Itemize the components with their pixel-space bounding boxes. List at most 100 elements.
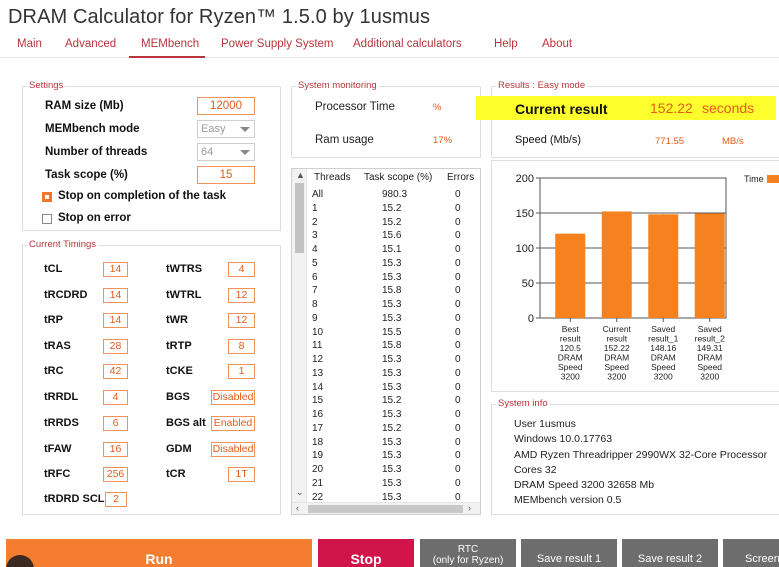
table-row[interactable]: 21 15.3 0 — [308, 478, 480, 492]
rtc-button[interactable]: RTC (only for Ryzen) — [420, 539, 516, 567]
tab-bar: Main Advanced MEMbench Power Supply Syst… — [0, 36, 779, 58]
task-scope-cell: 15.3 — [382, 436, 402, 448]
table-row[interactable]: All 980.3 0 — [308, 189, 480, 203]
save-result-2-button[interactable]: Save result 2 — [622, 539, 718, 567]
timing-value-field[interactable]: Disabled — [211, 390, 255, 405]
chart-legend-swatch — [767, 175, 779, 183]
table-row[interactable]: 17 15.2 0 — [308, 423, 480, 437]
tab-membench[interactable]: MEMbench — [141, 38, 200, 50]
chart-x-label: Current — [603, 324, 632, 334]
run-button[interactable]: Run — [6, 539, 312, 567]
table-row[interactable]: 19 15.3 0 — [308, 450, 480, 464]
membench-mode-label: MEMbench mode — [45, 123, 140, 135]
scroll-right-icon[interactable]: › — [468, 503, 471, 513]
vertical-scrollbar[interactable]: ▲ ⌄ — [292, 169, 307, 502]
timing-value-field[interactable]: 2 — [105, 492, 127, 507]
timing-label: tRCDRD — [44, 289, 88, 301]
timing-value-field[interactable]: 12 — [228, 288, 255, 303]
errors-cell: 0 — [455, 326, 461, 338]
scroll-left-icon[interactable]: ‹ — [296, 503, 299, 513]
processor-time-label: Processor Time — [315, 101, 395, 113]
current-result-value: 152.22 — [650, 100, 693, 116]
table-row[interactable]: 8 15.3 0 — [308, 299, 480, 313]
chart-x-label: 120.5 — [560, 343, 582, 353]
settings-group-label: Settings — [27, 80, 66, 91]
task-scope-label: Task scope (%) — [45, 169, 128, 181]
timing-label: tRTP — [166, 340, 192, 352]
task-scope-cell: 15.3 — [382, 299, 402, 310]
ram-size-input[interactable]: 12000 — [197, 97, 255, 115]
table-row[interactable]: 11 15.8 0 — [308, 340, 480, 354]
stop-on-error-checkbox[interactable] — [42, 214, 52, 224]
horizontal-scrollbar[interactable]: ‹ › — [292, 502, 480, 514]
table-row[interactable]: 5 15.3 0 — [308, 258, 480, 272]
timing-value-field[interactable]: 12 — [228, 313, 255, 328]
screenshot-button[interactable]: Screenshot — [723, 539, 779, 567]
stop-on-error-label: Stop on error — [58, 212, 131, 224]
table-row[interactable]: 4 15.1 0 — [308, 244, 480, 258]
timing-value-field[interactable]: 14 — [103, 313, 128, 328]
errors-cell: 0 — [455, 436, 461, 448]
task-scope-cell: 15.3 — [382, 354, 402, 365]
thread-cell: 15 — [312, 395, 324, 407]
tab-help[interactable]: Help — [494, 38, 518, 50]
tab-power-supply[interactable]: Power Supply System — [221, 38, 334, 50]
task-scope-cell: 15.3 — [382, 257, 402, 269]
processor-time-unit: % — [433, 102, 442, 113]
stop-button[interactable]: Stop — [318, 539, 414, 567]
table-row[interactable]: 9 15.3 0 — [308, 313, 480, 327]
errors-cell: 0 — [455, 477, 461, 489]
table-row[interactable]: 16 15.3 0 — [308, 409, 480, 423]
table-row[interactable]: 13 15.3 0 — [308, 368, 480, 382]
threads-select[interactable]: 64 — [197, 143, 255, 161]
timing-value-field[interactable]: 14 — [103, 262, 128, 277]
timing-value-field[interactable]: 1T — [228, 467, 255, 482]
chart-x-label: result_2 — [695, 334, 726, 344]
timing-value-field[interactable]: 28 — [103, 339, 128, 354]
tab-main[interactable]: Main — [17, 38, 42, 50]
table-row[interactable]: 10 15.5 0 — [308, 327, 480, 341]
table-row[interactable]: 12 15.3 0 — [308, 354, 480, 368]
timing-label: tRAS — [44, 340, 71, 352]
table-row[interactable]: 14 15.3 0 — [308, 382, 480, 396]
membench-mode-select[interactable]: Easy — [197, 120, 255, 138]
timing-value-field[interactable]: Disabled — [211, 442, 255, 457]
chart-y-tick-label: 0 — [528, 313, 534, 325]
table-row[interactable]: 6 15.3 0 — [308, 272, 480, 286]
table-row[interactable]: 3 15.6 0 — [308, 230, 480, 244]
timing-value-field[interactable]: 42 — [103, 364, 128, 379]
timing-value-field[interactable]: 4 — [228, 262, 255, 277]
timing-value-field[interactable]: 6 — [103, 416, 128, 431]
timing-value-field[interactable]: 8 — [228, 339, 255, 354]
table-row[interactable]: 15 15.2 0 — [308, 395, 480, 409]
scroll-up-icon[interactable]: ▲ — [296, 170, 305, 180]
table-row[interactable]: 22 15.3 0 — [308, 492, 480, 506]
timing-value-field[interactable]: 4 — [103, 390, 128, 405]
table-row[interactable]: 20 15.3 0 — [308, 464, 480, 478]
timing-value-field[interactable]: 16 — [103, 442, 128, 457]
table-row[interactable]: 18 15.3 0 — [308, 437, 480, 451]
timing-value-field[interactable]: 1 — [228, 364, 255, 379]
task-scope-cell: 15.8 — [382, 340, 402, 352]
timing-value-field[interactable]: Enabled — [211, 416, 255, 431]
table-row[interactable]: 1 15.2 0 — [308, 203, 480, 217]
table-row[interactable]: 7 15.8 0 — [308, 285, 480, 299]
chart-x-label: 152.22 — [604, 343, 630, 353]
tab-advanced[interactable]: Advanced — [65, 38, 117, 50]
table-row[interactable]: 2 15.2 0 — [308, 217, 480, 231]
save-result-1-button[interactable]: Save result 1 — [521, 539, 617, 567]
errors-cell: 0 — [455, 299, 461, 310]
scroll-down-icon[interactable]: ⌄ — [296, 487, 304, 497]
stop-on-completion-checkbox[interactable] — [42, 192, 52, 202]
tab-about[interactable]: About — [542, 38, 573, 50]
vertical-scroll-thumb[interactable] — [295, 183, 304, 253]
chart-x-label: DRAM — [651, 353, 676, 363]
chart-x-label: Best — [562, 324, 580, 334]
tab-additional-calculators[interactable]: Additional calculators — [353, 38, 462, 50]
errors-cell: 0 — [455, 271, 461, 283]
chart-x-label: result_1 — [648, 334, 679, 344]
horizontal-scroll-thumb[interactable] — [308, 505, 463, 513]
timing-value-field[interactable]: 256 — [103, 467, 128, 482]
task-scope-input[interactable]: 15 — [197, 166, 255, 184]
timing-value-field[interactable]: 14 — [103, 288, 128, 303]
